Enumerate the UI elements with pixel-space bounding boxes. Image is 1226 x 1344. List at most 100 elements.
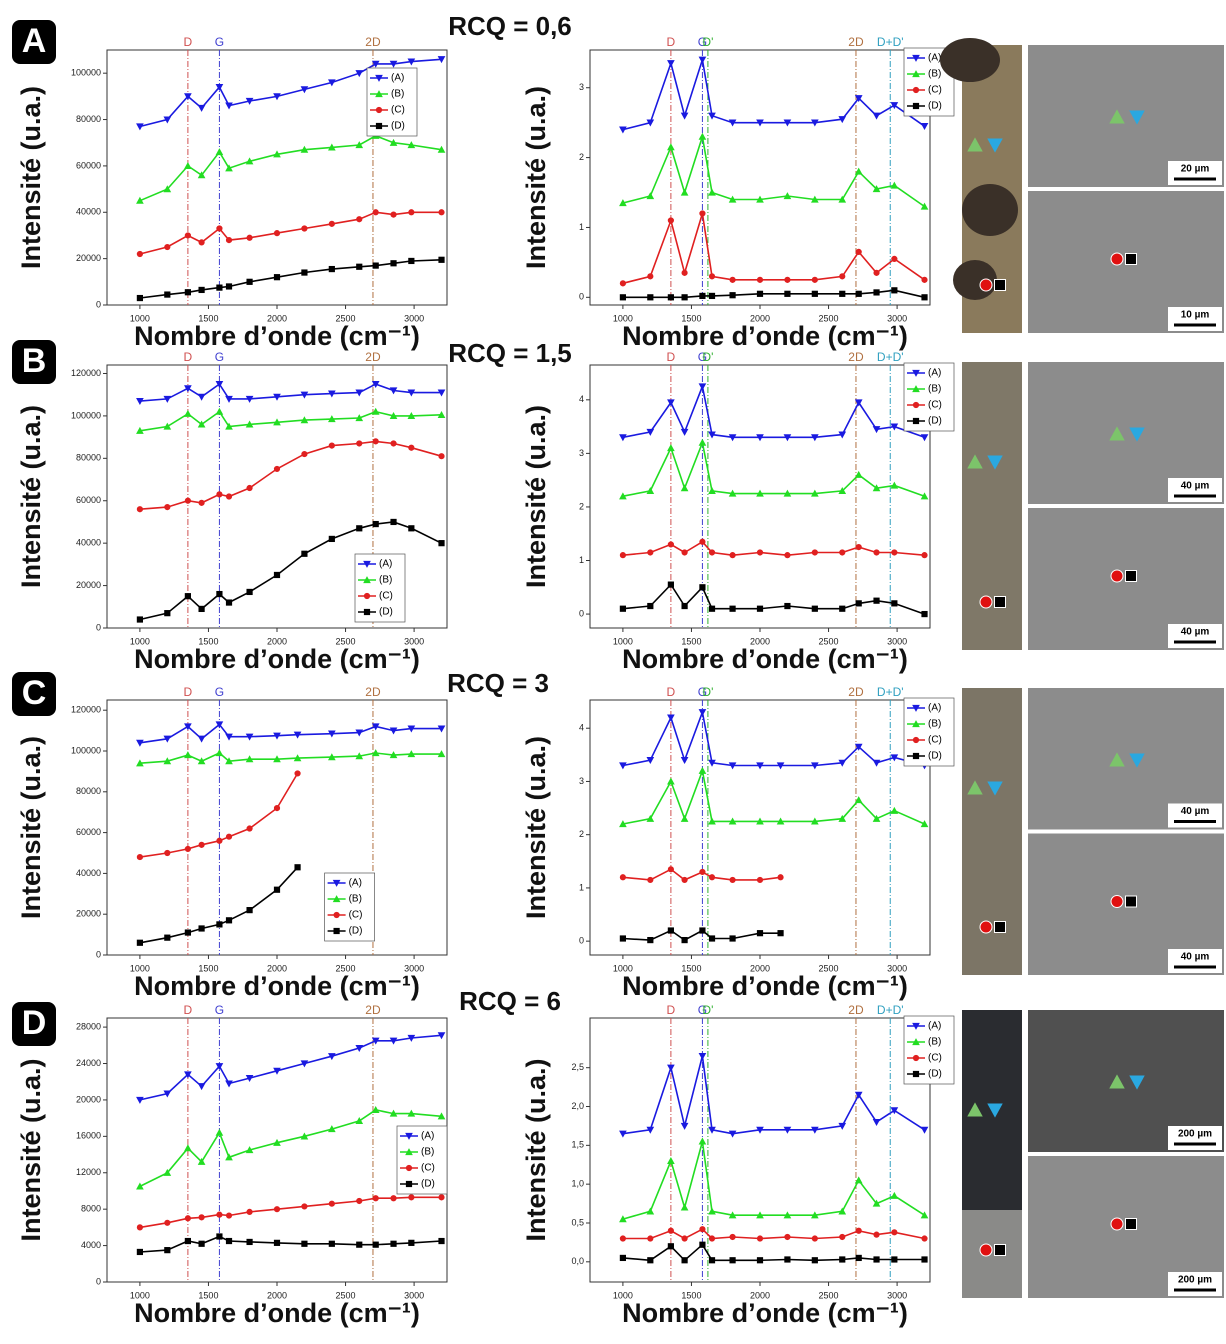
- legend-box: [324, 872, 375, 942]
- data-point: [197, 104, 206, 112]
- legend-label: (B): [928, 69, 941, 80]
- data-point: [408, 444, 415, 451]
- scale-bar-bg: [1168, 307, 1222, 331]
- y-tick-label: 2: [579, 829, 584, 839]
- data-point: [355, 389, 364, 397]
- x-tick-label: 3000: [404, 963, 424, 973]
- plot-frame: [589, 49, 931, 306]
- data-point: [225, 395, 233, 403]
- legend-box: [903, 697, 955, 767]
- data-point: [667, 399, 675, 407]
- site-marker: [1110, 1217, 1124, 1231]
- scale-bar-bg: [1168, 803, 1222, 828]
- panel-badge: [12, 20, 56, 64]
- x-tick-label: 1000: [130, 963, 150, 973]
- x-tick-label: 2500: [819, 636, 839, 646]
- data-point: [437, 1032, 446, 1040]
- data-point: [698, 438, 707, 446]
- peak-label: G: [215, 350, 224, 364]
- data-point: [198, 499, 205, 506]
- data-point: [920, 123, 929, 131]
- data-point: [163, 1168, 172, 1176]
- data-point: [698, 132, 707, 140]
- series-line: [622, 59, 925, 131]
- data-point: [300, 1132, 309, 1140]
- data-point: [184, 751, 192, 759]
- legend-marker: [363, 576, 371, 584]
- data-point: [699, 1241, 706, 1248]
- peak-label: D+D': [877, 35, 904, 49]
- data-point: [356, 263, 363, 270]
- data-point: [873, 1231, 880, 1238]
- data-point: [197, 393, 206, 401]
- data-point: [756, 605, 764, 612]
- data-point: [216, 921, 223, 928]
- data-point: [784, 290, 791, 297]
- optical-photo: [962, 362, 1022, 650]
- panel-badge: [12, 1002, 56, 1046]
- x-tick-label: 3000: [887, 313, 907, 323]
- data-point: [619, 552, 627, 559]
- y-tick-label: 100000: [71, 68, 101, 78]
- series-line: [139, 1109, 442, 1188]
- data-point: [729, 935, 736, 942]
- data-point: [355, 1044, 364, 1052]
- site-marker: [1109, 426, 1125, 441]
- data-point: [225, 422, 233, 430]
- y-axis-title: Intensité (u.a.): [521, 736, 551, 919]
- data-point: [136, 616, 144, 623]
- data-point: [136, 123, 144, 131]
- data-point: [225, 757, 233, 765]
- data-point: [667, 777, 675, 785]
- data-point: [300, 145, 309, 153]
- data-point: [872, 185, 881, 193]
- data-point: [407, 725, 416, 733]
- data-point: [225, 1080, 233, 1088]
- legend-label: (A): [928, 368, 941, 379]
- legend-marker: [912, 704, 920, 712]
- x-axis-title: Nombre d’onde (cm⁻¹): [134, 971, 420, 1001]
- legend-marker: [363, 592, 371, 600]
- peak-label: D: [667, 1003, 676, 1017]
- scale-bar-bg: [1168, 1126, 1222, 1150]
- legend-label: (B): [928, 384, 941, 395]
- data-point: [390, 211, 397, 218]
- data-point: [698, 709, 707, 717]
- peak-label: 2D: [848, 35, 864, 49]
- legend-label: (D): [928, 416, 942, 427]
- site-marker: [1129, 753, 1145, 768]
- x-tick-label: 1500: [681, 313, 701, 323]
- data-point: [215, 1063, 224, 1071]
- data-point: [246, 1208, 253, 1216]
- legend-marker: [375, 90, 383, 98]
- data-point: [246, 484, 253, 492]
- peak-label: G: [698, 685, 707, 699]
- data-point: [301, 550, 308, 557]
- data-point: [184, 162, 192, 170]
- x-tick-label: 2500: [336, 636, 356, 646]
- data-point: [245, 1074, 254, 1082]
- data-point: [390, 1240, 397, 1247]
- data-point: [921, 610, 928, 618]
- site-marker: [979, 1243, 993, 1257]
- data-point: [184, 1071, 192, 1079]
- data-point: [619, 874, 627, 881]
- data-point: [708, 759, 716, 767]
- legend-label: (C): [928, 735, 942, 746]
- data-point: [163, 1090, 172, 1098]
- data-point: [355, 70, 364, 78]
- data-point: [854, 1091, 863, 1099]
- data-point: [708, 431, 716, 439]
- x-axis-title: Nombre d’onde (cm⁻¹): [622, 644, 908, 674]
- data-point: [371, 380, 380, 388]
- data-point: [873, 597, 880, 604]
- legend-label: (C): [379, 591, 393, 602]
- data-point: [699, 868, 706, 876]
- data-point: [215, 380, 224, 388]
- data-point: [756, 119, 764, 127]
- legend-marker: [912, 369, 920, 377]
- data-point: [708, 605, 716, 612]
- y-tick-label: 100000: [71, 410, 101, 420]
- data-point: [163, 422, 172, 430]
- data-point: [619, 126, 627, 134]
